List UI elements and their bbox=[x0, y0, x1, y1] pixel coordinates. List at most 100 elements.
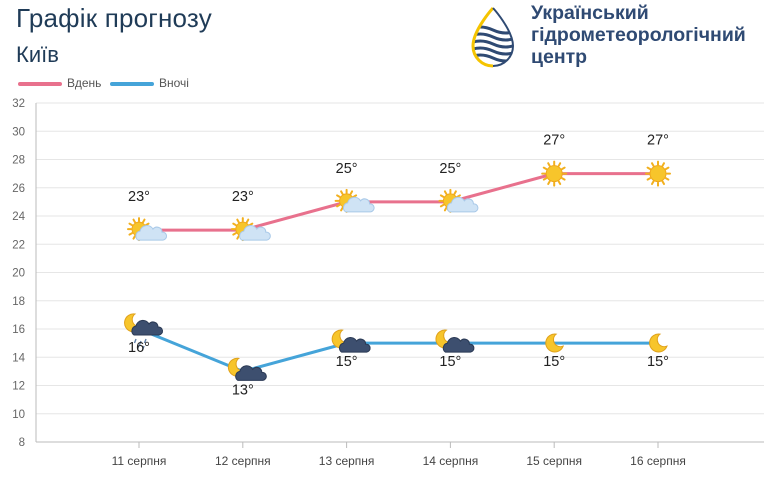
sun-ray bbox=[453, 190, 457, 195]
y-tick-label: 16 bbox=[12, 324, 25, 336]
sun-ray bbox=[443, 190, 448, 195]
moon-crescent bbox=[545, 333, 565, 353]
sun-ray bbox=[560, 166, 566, 171]
rain-drop bbox=[138, 340, 142, 346]
night-series-line bbox=[138, 327, 658, 373]
sun-ray bbox=[646, 177, 652, 181]
day-data-label: 27° bbox=[543, 133, 565, 149]
y-tick-label: 20 bbox=[12, 268, 25, 280]
legend-day-swatch bbox=[18, 81, 62, 86]
moon-crescent bbox=[649, 333, 668, 353]
sun-ray bbox=[439, 194, 445, 198]
day-data-label: 27° bbox=[647, 133, 669, 149]
legend-night-label: Вночі bbox=[159, 76, 189, 90]
moon-cloud-icon bbox=[331, 329, 371, 353]
sun-cloud-icon bbox=[334, 188, 375, 213]
sun-ray bbox=[542, 166, 548, 171]
cloud-shape bbox=[446, 196, 479, 213]
moon-rain-icon bbox=[124, 313, 163, 351]
sun-ray bbox=[236, 235, 240, 240]
moon-cloud-icon bbox=[435, 329, 475, 353]
sun-ray bbox=[142, 218, 146, 224]
moon-icon bbox=[649, 333, 668, 353]
sun-ray bbox=[232, 222, 237, 227]
y-tick-label: 30 bbox=[12, 126, 25, 138]
sun-ray bbox=[349, 190, 354, 195]
night-data-label: 15° bbox=[543, 354, 565, 370]
sun-ray bbox=[245, 218, 250, 224]
y-tick-label: 8 bbox=[19, 437, 25, 449]
page-title: Графік прогнозу bbox=[16, 3, 212, 33]
sun-ray bbox=[547, 180, 551, 186]
y-tick-label: 28 bbox=[12, 155, 25, 167]
rain-drop bbox=[141, 345, 145, 351]
y-tick-label: 24 bbox=[12, 211, 25, 223]
sun-ray bbox=[439, 203, 445, 208]
y-tick-label: 14 bbox=[12, 352, 25, 364]
night-data-label: 15° bbox=[439, 354, 461, 370]
sun-ray bbox=[547, 162, 551, 167]
sun-ray bbox=[128, 222, 134, 227]
org-name-line-1: Український bbox=[531, 2, 649, 24]
legend-day: Вдень bbox=[18, 76, 101, 96]
sun-ray bbox=[443, 206, 448, 212]
sun-ray bbox=[661, 180, 665, 186]
y-tick-label: 26 bbox=[12, 183, 25, 195]
ukrhydromet-logo-icon bbox=[471, 6, 515, 68]
y-tick-label: 22 bbox=[12, 239, 25, 251]
sun-cloud-icon bbox=[438, 188, 479, 213]
sun-cloud-icon bbox=[230, 217, 271, 242]
rain-drop bbox=[136, 344, 140, 350]
sun-ray bbox=[651, 180, 655, 186]
cloud-shape bbox=[239, 225, 271, 241]
y-tick-label: 12 bbox=[12, 381, 25, 393]
sun-ray bbox=[340, 206, 344, 212]
rain-drop bbox=[133, 338, 137, 344]
sun-ray bbox=[664, 177, 670, 181]
x-tick-label: 16 серпня bbox=[630, 454, 686, 468]
sun-ray bbox=[664, 166, 670, 171]
sun-ray bbox=[557, 162, 562, 167]
sun-ray bbox=[557, 180, 562, 186]
y-tick-label: 32 bbox=[12, 98, 25, 110]
sun-ray bbox=[232, 232, 237, 236]
sun-disc bbox=[545, 165, 563, 183]
cloud-shape bbox=[135, 225, 167, 241]
sun-ray bbox=[542, 177, 548, 181]
cloud-shape bbox=[235, 365, 267, 381]
night-data-label: 15° bbox=[647, 354, 669, 370]
sun-ray bbox=[560, 177, 566, 181]
day-data-label: 25° bbox=[336, 161, 358, 177]
sun-ray bbox=[646, 166, 652, 171]
night-data-label: 15° bbox=[336, 354, 358, 370]
day-data-label: 23° bbox=[232, 189, 254, 205]
x-tick-label: 15 серпня bbox=[526, 454, 582, 468]
sun-icon bbox=[541, 160, 568, 187]
sun-cloud-icon bbox=[127, 217, 167, 242]
cloud-shape bbox=[339, 337, 371, 353]
sun-ray bbox=[128, 232, 134, 236]
sun-ray bbox=[336, 194, 341, 198]
sun-ray bbox=[651, 162, 655, 167]
night-data-label: 13° bbox=[232, 382, 254, 398]
city-name: Київ bbox=[16, 42, 59, 67]
y-tick-label: 10 bbox=[12, 409, 25, 421]
x-tick-label: 12 серпня bbox=[215, 454, 271, 468]
sun-ray bbox=[340, 190, 344, 195]
sun-ray bbox=[144, 222, 150, 227]
cloud-shape bbox=[131, 319, 163, 336]
x-tick-label: 11 серпня bbox=[112, 454, 167, 468]
x-tick-label: 14 серпня bbox=[423, 454, 479, 468]
sun-ray bbox=[352, 194, 358, 198]
sun-ray bbox=[248, 222, 254, 227]
legend-night-swatch bbox=[110, 81, 154, 86]
sun-ray bbox=[661, 162, 665, 167]
legend-night: Вночі bbox=[110, 76, 189, 96]
legend-day-label: Вдень bbox=[67, 76, 102, 90]
organization-name: Український гідрометеорологічний центр bbox=[531, 2, 746, 68]
sun-ray bbox=[456, 194, 461, 198]
y-tick-label: 18 bbox=[12, 296, 25, 308]
day-data-label: 25° bbox=[439, 161, 461, 177]
org-name-line-2: гідрометеорологічний bbox=[531, 24, 746, 46]
